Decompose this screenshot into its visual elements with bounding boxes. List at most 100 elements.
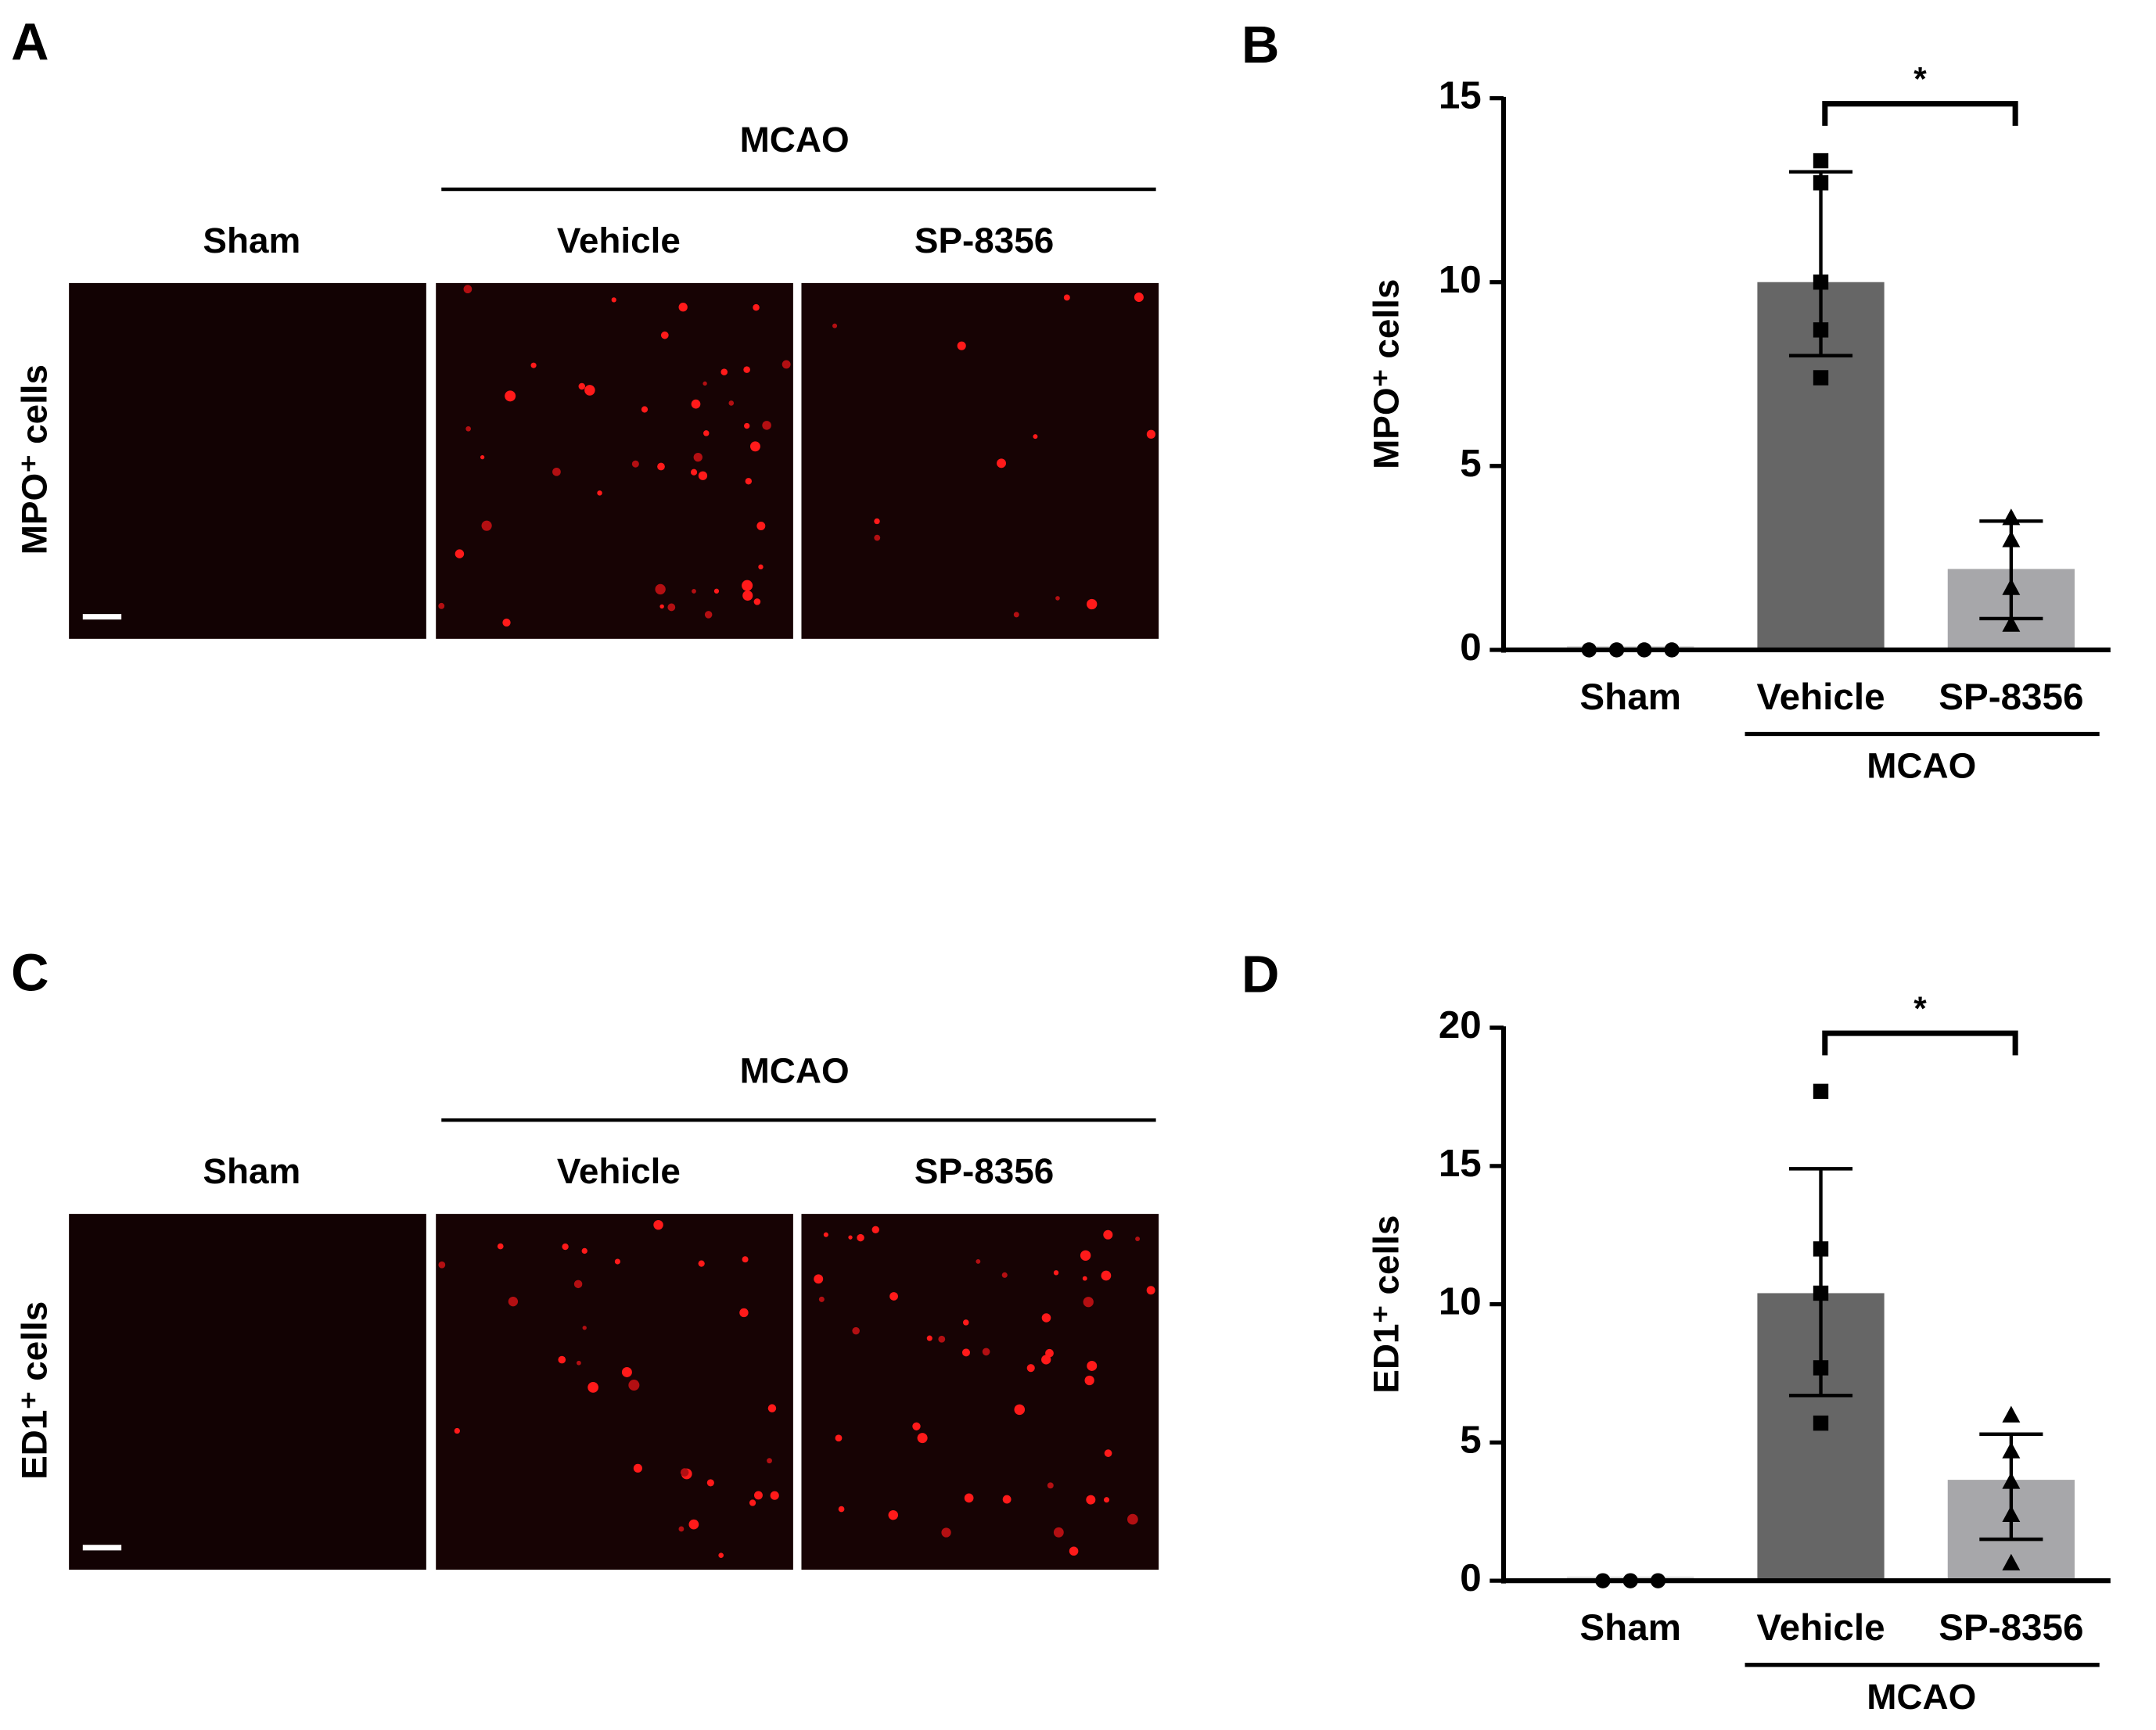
data-point [1813, 175, 1829, 191]
micrograph [801, 282, 1159, 639]
cell-dot [767, 1404, 777, 1412]
cell-dot [1084, 1375, 1094, 1386]
cell-dot [1103, 1497, 1110, 1503]
cell-dot [657, 462, 665, 471]
cell-dot [631, 460, 639, 468]
cell-dot [1063, 294, 1070, 301]
cell-dot [691, 399, 701, 409]
cell-dot [926, 1335, 932, 1341]
cell-dot [857, 1233, 864, 1242]
cell-dot [742, 580, 753, 591]
cell-dot [742, 590, 753, 601]
cell-dot [633, 1463, 642, 1473]
cell-dot [582, 1326, 587, 1330]
group-label: MCAO [1867, 746, 1976, 786]
cell-dot [957, 341, 966, 350]
cell-dot [1103, 1229, 1113, 1240]
cell-dot [702, 381, 707, 386]
cell-dot [838, 1506, 845, 1513]
data-point [1608, 642, 1625, 658]
y-tick-label: 10 [1439, 1280, 1482, 1323]
row-label: ED1⁺ cells [15, 1301, 55, 1480]
cell-dot [848, 1235, 853, 1240]
cell-dot [1134, 293, 1144, 303]
cell-dot [997, 458, 1007, 468]
cell-dot [832, 323, 838, 328]
y-tick-label: 15 [1439, 74, 1482, 117]
data-point [1622, 1573, 1638, 1588]
cell-dot [597, 490, 602, 496]
data-point [1813, 1360, 1829, 1376]
cell-dot [713, 588, 720, 594]
cell-dot [1041, 1313, 1051, 1323]
cell-dot [912, 1422, 921, 1430]
cell-dot [698, 471, 708, 480]
cell-dot [1053, 1270, 1059, 1276]
cell-dot [874, 518, 880, 525]
cell-dot [1069, 1546, 1079, 1556]
x-tick-label: Vehicle [1757, 677, 1885, 718]
data-point [1595, 1573, 1611, 1588]
cell-dot [1014, 1404, 1026, 1416]
cell-dot [530, 362, 537, 368]
cell-dot [614, 1258, 620, 1265]
column-title: Vehicle [557, 1151, 681, 1191]
y-tick-label: 5 [1460, 1418, 1481, 1461]
cell-dot [1087, 1361, 1098, 1371]
cell-dot [505, 390, 516, 402]
cell-dot [728, 400, 735, 406]
cell-dot [1002, 1495, 1012, 1504]
group-label: MCAO [740, 1050, 850, 1090]
cell-dot [690, 468, 698, 476]
cell-dot [660, 331, 669, 339]
cell-dot [770, 1491, 779, 1500]
data-point [1813, 370, 1829, 386]
cell-dot [703, 430, 710, 436]
data-point [2002, 1441, 2021, 1459]
x-tick-label: Sham [1579, 1607, 1681, 1649]
cell-dot [745, 478, 753, 485]
cell-dot [480, 454, 485, 460]
cell-dot [1045, 1348, 1054, 1358]
cell-dot [1082, 1276, 1087, 1281]
data-point [1813, 1083, 1829, 1100]
cell-dot [502, 618, 511, 627]
micrograph [69, 1214, 426, 1570]
cell-dot [823, 1232, 828, 1237]
data-point [1813, 153, 1829, 169]
data-point [1813, 275, 1829, 290]
cell-dot [706, 1479, 714, 1487]
data-point [2002, 530, 2021, 547]
cell-dot [463, 285, 473, 294]
significance-label: * [1913, 990, 1927, 1027]
cell-dot [1080, 1250, 1091, 1261]
cell-dot [964, 1493, 974, 1503]
cell-dot [1033, 434, 1038, 440]
cell-dot [1146, 1286, 1155, 1295]
cell-dot [963, 1319, 969, 1326]
cell-dot [438, 602, 445, 609]
cell-dot [753, 598, 761, 605]
cell-dot [754, 1491, 763, 1500]
cell-dot [584, 385, 595, 396]
y-tick-label: 0 [1460, 626, 1481, 669]
cell-dot [1104, 1449, 1112, 1457]
cell-dot [756, 521, 766, 530]
micrograph [436, 282, 793, 639]
cell-dot [718, 1552, 724, 1558]
cell-dot [938, 1335, 946, 1343]
data-point [1813, 1241, 1829, 1257]
data-point [2002, 1405, 2021, 1423]
cell-dot [692, 589, 696, 594]
column-title: Vehicle [557, 221, 681, 260]
data-point [1650, 1573, 1666, 1588]
cell-dot [1146, 429, 1156, 439]
cell-dot [739, 1308, 749, 1318]
group-label: MCAO [740, 120, 850, 160]
column-title: SP-8356 [915, 1151, 1054, 1191]
cell-dot [558, 1355, 566, 1364]
panel-letter: A [11, 13, 49, 71]
cell-dot [941, 1527, 951, 1538]
data-point [1813, 1285, 1829, 1301]
cell-dot [659, 604, 664, 609]
